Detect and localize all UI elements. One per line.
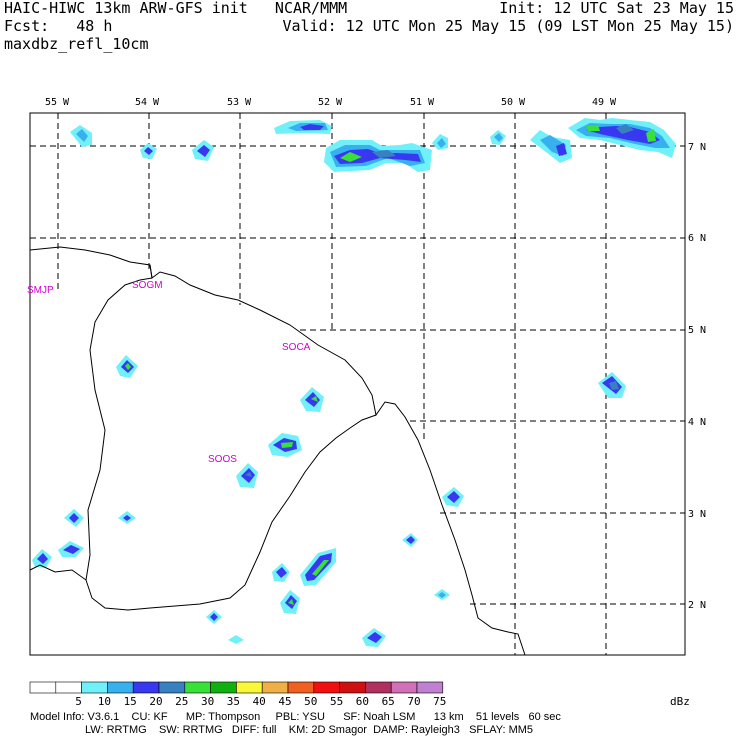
station-label-soos: SOOS (208, 454, 237, 465)
latitude-labels: 7 N 6 N 5 N 4 N 3 N 2 N (688, 142, 706, 611)
header-forecast: Fcst: 48 h (4, 17, 113, 35)
colorbar-unit: dBz (670, 695, 690, 708)
echo-cell-p (402, 533, 418, 547)
colorbar-swatch (29, 681, 57, 694)
header-valid: Valid: 12 UTC Mon 25 May 15 (09 LST Mon … (282, 17, 734, 35)
colorbar-swatch (132, 681, 160, 694)
colorbar-swatch (158, 681, 186, 694)
colorbar-swatch (81, 681, 108, 694)
echo-cell-t (362, 628, 386, 647)
colorbar: 5 10 15 20 25 30 35 40 45 50 55 60 65 70 75 (29, 681, 446, 708)
lon-label-49w: 49 W (592, 97, 617, 108)
lat-label-4n: 4 N (688, 417, 706, 428)
colorbar-swatch (210, 681, 237, 694)
lat-label-3n: 3 N (688, 509, 706, 520)
echo-cell-g (598, 372, 626, 398)
lat-label-2n: 2 N (688, 600, 706, 611)
lon-label-55w: 55 W (45, 97, 70, 108)
border-west (29, 414, 377, 611)
lon-label-50w: 50 W (501, 97, 526, 108)
lon-label-54w: 54 W (135, 97, 160, 108)
colorbar-level-label: 75 (433, 695, 446, 708)
colorbar-level-label: 15 (124, 695, 137, 708)
echo-cell-j (118, 511, 136, 524)
lat-label-5n: 5 N (688, 325, 706, 336)
map-boundaries (29, 112, 686, 656)
colorbar-level-label: 55 (330, 695, 343, 708)
lon-label-53w: 53 W (227, 97, 252, 108)
colorbar-level-label: 60 (356, 695, 369, 708)
model-info-line2: LW: RRTMG SW: RRTMG DIFF: full KM: 2D Sm… (30, 724, 534, 736)
colorbar-swatch (365, 681, 392, 694)
colorbar-level-label: 70 (407, 695, 420, 708)
station-label-soca: SOCA (282, 342, 311, 353)
lat-label-6n: 6 N (688, 233, 706, 244)
echo-band-north (274, 118, 676, 172)
echo-cell-d (300, 387, 324, 412)
colorbar-level-label: 20 (149, 695, 162, 708)
colorbar-level-label: 5 (75, 695, 82, 708)
colorbar-swatch (236, 681, 263, 694)
lat-label-7n: 7 N (688, 142, 706, 153)
colorbar-swatch (339, 681, 366, 694)
echo-cell-k (58, 541, 84, 557)
border-north (149, 264, 153, 279)
echo-cell-o (280, 590, 300, 614)
echo-cell-s (228, 635, 244, 644)
echo-cell-e (268, 433, 302, 457)
echo-cell-l (32, 549, 52, 568)
colorbar-swatch (390, 681, 418, 694)
echo-cell-q (434, 589, 450, 600)
colorbar-level-label: 65 (382, 695, 395, 708)
colorbar-swatch (287, 681, 315, 694)
station-labels: SMJP SOGM SOCA SOOS (27, 280, 311, 465)
echo-cell-r (206, 610, 222, 624)
colorbar-level-label: 50 (304, 695, 317, 708)
model-info-line1: Model Info: V3.6.1 CU: KF MP: Thompson P… (30, 711, 561, 723)
longitude-labels: 55 W 54 W 53 W 52 W 51 W 50 W 49 W (45, 97, 617, 108)
field-name: maxdbz_refl_10cm (4, 35, 149, 53)
colorbar-swatch (184, 681, 211, 694)
echo-cell-i (64, 509, 84, 527)
lat-lon-grid (30, 113, 685, 655)
colorbar-level-label: 25 (175, 695, 188, 708)
echo-cell-nw (70, 125, 92, 147)
map-frame (29, 112, 686, 656)
echo-cell-m (300, 548, 336, 586)
colorbar-level-label: 10 (98, 695, 111, 708)
colorbar-swatch (55, 681, 82, 694)
echo-cell-f (236, 463, 258, 488)
colorbar-swatch (416, 681, 444, 694)
colorbar-level-label: 30 (201, 695, 214, 708)
border-inner (85, 277, 153, 581)
lon-label-52w: 52 W (318, 97, 343, 108)
echo-cell-h (442, 487, 464, 507)
station-label-sogm: SOGM (132, 280, 163, 291)
colorbar-swatch (313, 681, 340, 694)
colorbar-level-label: 45 (278, 695, 291, 708)
header-title: HAIC-HIWC 13km ARW-GFS init NCAR/MMM (4, 0, 348, 17)
echo-cell-n (272, 563, 290, 582)
colorbar-swatch (261, 681, 289, 694)
colorbar-swatch (107, 681, 134, 694)
echo-cell-c (116, 355, 138, 378)
station-label-smjp: SMJP (27, 285, 54, 296)
header-init: Init: 12 UTC Sat 23 May 15 (499, 0, 734, 17)
colorbar-level-label: 35 (227, 695, 240, 708)
echo-cell-b (192, 140, 214, 161)
reflectivity-cells (32, 118, 676, 647)
lon-label-51w: 51 W (410, 97, 435, 108)
echo-cell-a (140, 143, 157, 159)
colorbar-level-label: 40 (253, 695, 266, 708)
